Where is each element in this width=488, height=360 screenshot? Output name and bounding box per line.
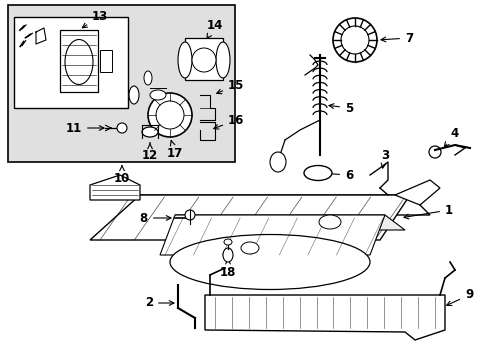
Ellipse shape	[340, 26, 368, 54]
Polygon shape	[140, 195, 429, 215]
Ellipse shape	[318, 215, 340, 229]
Bar	[100, 50, 112, 72]
Polygon shape	[160, 215, 384, 255]
Ellipse shape	[150, 90, 165, 100]
Ellipse shape	[304, 166, 331, 180]
Bar	[60, 30, 98, 92]
Ellipse shape	[216, 42, 229, 78]
Polygon shape	[175, 215, 404, 230]
Text: 10: 10	[114, 166, 130, 185]
Ellipse shape	[170, 234, 369, 289]
Text: 4: 4	[444, 126, 458, 147]
Text: 9: 9	[446, 288, 472, 306]
Polygon shape	[204, 295, 444, 340]
Text: 14: 14	[206, 18, 223, 39]
Ellipse shape	[143, 71, 152, 85]
Text: 3: 3	[380, 149, 388, 168]
Ellipse shape	[129, 86, 139, 104]
Bar	[184, 38, 223, 80]
Text: 8: 8	[140, 212, 171, 225]
Text: 1: 1	[403, 203, 452, 219]
Text: 17: 17	[166, 141, 183, 159]
Ellipse shape	[142, 127, 158, 137]
Text: 2: 2	[144, 297, 174, 310]
Bar	[14, 17, 128, 108]
Ellipse shape	[241, 242, 259, 254]
Text: 5: 5	[328, 102, 352, 114]
Polygon shape	[90, 175, 140, 200]
Ellipse shape	[178, 42, 192, 78]
Text: 18: 18	[220, 259, 236, 279]
Ellipse shape	[269, 152, 285, 172]
Ellipse shape	[224, 239, 231, 245]
Text: 12: 12	[142, 143, 158, 162]
Text: 16: 16	[213, 113, 244, 129]
Circle shape	[117, 123, 127, 133]
Ellipse shape	[223, 248, 232, 262]
Text: 15: 15	[216, 78, 244, 94]
Text: 13: 13	[82, 9, 108, 28]
Ellipse shape	[65, 40, 93, 85]
Polygon shape	[394, 180, 439, 205]
Polygon shape	[90, 195, 409, 240]
Ellipse shape	[332, 18, 376, 62]
Text: 7: 7	[380, 32, 412, 45]
Text: 6: 6	[322, 168, 352, 181]
Circle shape	[148, 93, 192, 137]
Bar	[8, 5, 235, 162]
Circle shape	[428, 146, 440, 158]
Text: 11: 11	[65, 122, 104, 135]
Circle shape	[192, 48, 216, 72]
Circle shape	[184, 210, 195, 220]
Circle shape	[156, 101, 183, 129]
